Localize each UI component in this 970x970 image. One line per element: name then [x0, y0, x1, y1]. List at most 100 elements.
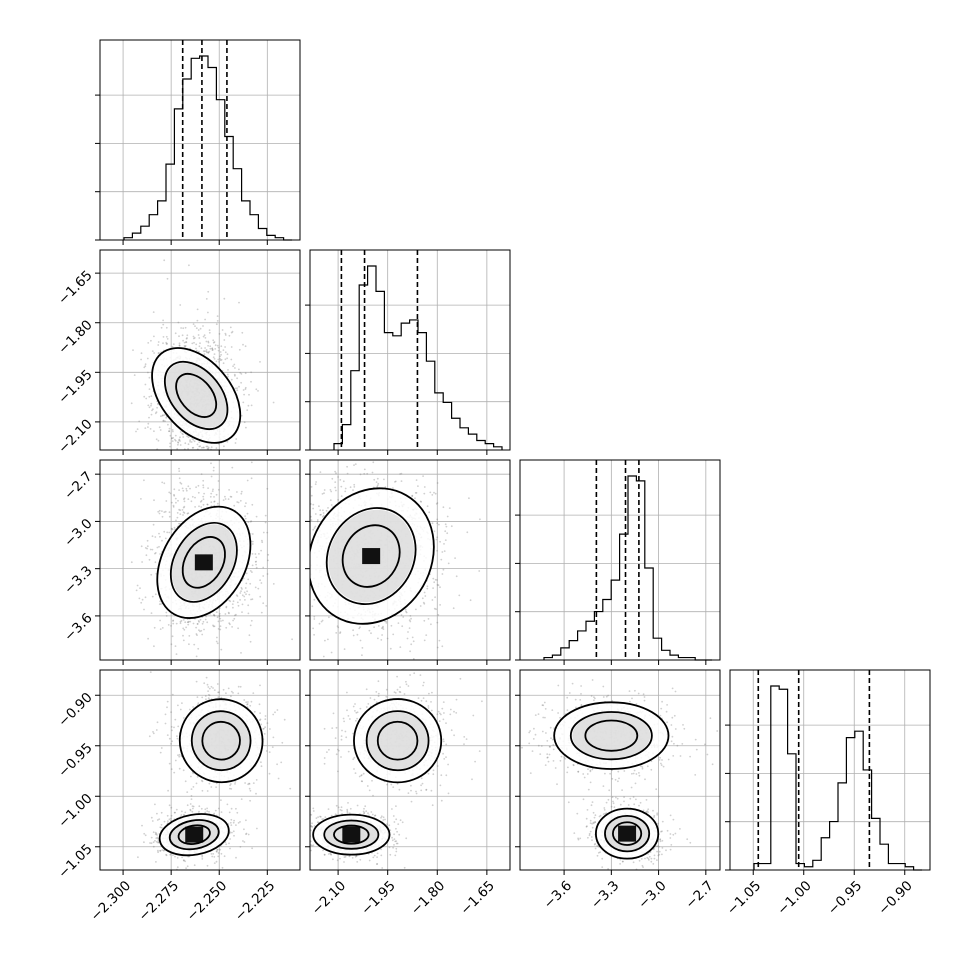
scatter-point — [245, 502, 247, 504]
scatter-point — [151, 535, 154, 538]
scatter-point — [196, 623, 199, 625]
scatter-point — [335, 632, 338, 634]
scatter-point — [149, 548, 152, 551]
scatter-point — [176, 512, 179, 514]
scatter-point — [217, 691, 220, 694]
scatter-point — [446, 515, 449, 518]
scatter-point — [212, 466, 215, 469]
scatter-point — [170, 643, 173, 646]
scatter-point — [177, 754, 179, 757]
scatter-point — [138, 597, 141, 600]
scatter-point — [150, 836, 153, 839]
scatter-point — [222, 499, 225, 501]
scatter-point — [272, 736, 275, 739]
scatter-point — [276, 543, 278, 545]
scatter-point — [155, 438, 158, 441]
scatter-point — [190, 795, 193, 797]
y-tick-label: −2.7 — [61, 469, 95, 503]
scatter-point — [291, 638, 293, 641]
scatter-point — [179, 451, 181, 453]
scatter-point — [168, 430, 171, 433]
scatter-point — [165, 343, 168, 345]
scatter-point — [154, 412, 157, 415]
scatter-point — [158, 532, 160, 535]
scatter-point — [162, 319, 165, 322]
scatter-point — [165, 615, 168, 617]
scatter-point — [154, 561, 157, 564]
scatter-point — [232, 619, 235, 622]
scatter-point — [164, 510, 167, 513]
scatter-point — [186, 804, 189, 807]
scatter-point — [172, 343, 175, 345]
scatter-point — [207, 340, 210, 343]
density-peak — [362, 548, 381, 565]
scatter-point — [394, 481, 396, 483]
scatter-point — [191, 447, 194, 449]
scatter-point — [264, 521, 267, 524]
scatter-point — [232, 600, 235, 603]
scatter-point — [158, 512, 161, 515]
scatter-point — [365, 422, 367, 424]
scatter-point — [310, 486, 313, 488]
scatter-point — [257, 587, 260, 590]
scatter-point — [158, 352, 160, 354]
scatter-point — [408, 619, 411, 622]
scatter-point — [195, 343, 198, 346]
scatter-point — [198, 337, 201, 339]
scatter-point — [243, 591, 246, 594]
scatter-point — [390, 624, 393, 627]
scatter-point — [163, 414, 166, 416]
scatter-point — [144, 834, 147, 837]
scatter-point — [237, 627, 240, 630]
scatter-point — [313, 615, 316, 618]
scatter-point — [198, 462, 200, 464]
scatter-point — [312, 627, 314, 630]
scatter-point — [148, 735, 151, 738]
scatter-point — [329, 499, 332, 502]
scatter-point — [445, 525, 448, 528]
scatter-point — [168, 491, 171, 494]
scatter-point — [202, 495, 205, 498]
scatter-point — [210, 446, 213, 448]
scatter-point — [183, 498, 185, 501]
scatter-point — [150, 395, 153, 397]
scatter-point — [250, 598, 252, 601]
scatter-point — [285, 583, 287, 585]
scatter-point — [153, 499, 155, 502]
scatter-point — [218, 361, 220, 363]
scatter-point — [147, 422, 150, 425]
scatter-point — [195, 486, 198, 489]
scatter-point — [200, 473, 203, 475]
scatter-point — [267, 553, 270, 556]
scatter-point — [377, 482, 380, 485]
scatter-point — [225, 843, 228, 846]
scatter-point — [169, 434, 172, 437]
scatter-point — [201, 633, 204, 636]
scatter-point — [178, 477, 181, 480]
scatter-point — [233, 373, 236, 376]
scatter-point — [466, 531, 469, 534]
scatter-point — [230, 346, 233, 348]
scatter-point — [358, 627, 361, 630]
scatter-point — [219, 628, 222, 631]
scatter-point — [225, 692, 227, 695]
scatter-point — [178, 508, 181, 511]
scatter-point — [211, 452, 213, 454]
scatter-point — [206, 503, 209, 506]
scatter-point — [415, 492, 418, 494]
scatter-point — [238, 348, 241, 351]
scatter-point — [239, 599, 242, 601]
scatter-point — [248, 393, 250, 396]
scatter-point — [339, 479, 342, 481]
scatter-point — [158, 509, 161, 512]
scatter-point — [164, 537, 167, 540]
scatter-point — [231, 466, 234, 469]
scatter-point — [241, 588, 243, 590]
scatter-point — [419, 500, 422, 503]
scatter-point — [210, 786, 213, 788]
scatter-point — [204, 337, 207, 339]
scatter-point — [376, 477, 379, 480]
scatter-point — [196, 443, 199, 446]
scatter-point — [230, 807, 233, 810]
scatter-point — [207, 447, 210, 450]
